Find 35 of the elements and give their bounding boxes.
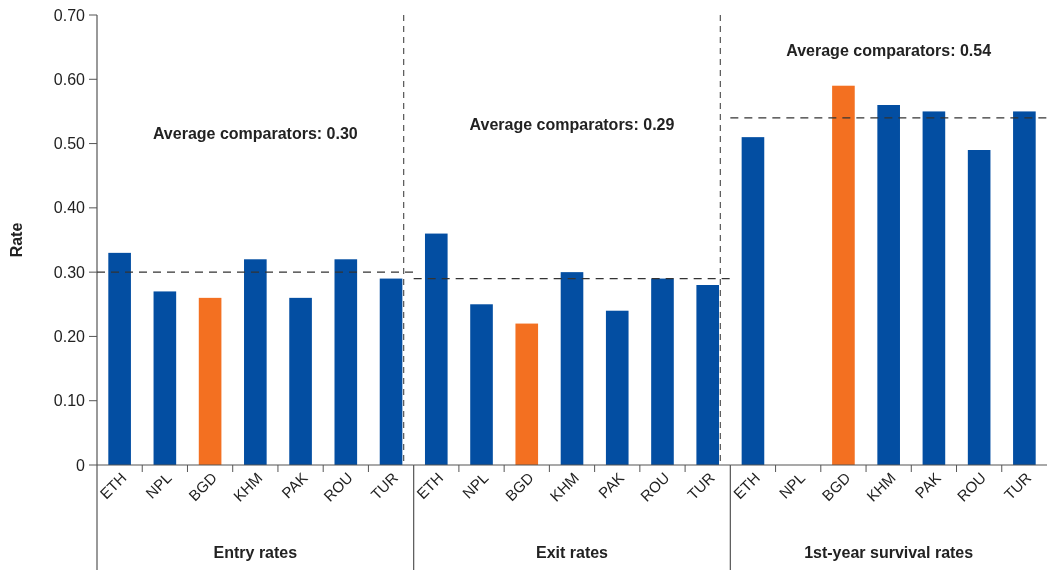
bar xyxy=(198,297,222,465)
x-axis-title: 1st-year survival rates xyxy=(804,544,974,561)
bar xyxy=(515,323,539,465)
bar xyxy=(289,297,312,465)
ref-line-label: Average comparators: 0.29 xyxy=(469,115,675,133)
y-tick-label: 0.60 xyxy=(53,70,86,88)
y-tick-label: 0.10 xyxy=(53,392,86,410)
ref-line-label: Average comparators: 0.54 xyxy=(786,41,992,59)
bar xyxy=(560,272,584,465)
x-axis-title: Entry rates xyxy=(213,544,298,561)
bar xyxy=(424,233,448,465)
bar xyxy=(334,259,358,465)
x-tick-label: TUR xyxy=(1000,468,1035,503)
x-tick-label: NPL xyxy=(142,468,175,502)
bar xyxy=(605,310,629,465)
x-axis-title: Exit rates xyxy=(535,544,609,561)
x-tick-label: NPL xyxy=(775,468,809,502)
y-axis-title: Rate xyxy=(8,222,25,258)
y-tick-label: 0.40 xyxy=(53,199,86,217)
y-tick-label: 0 xyxy=(76,456,86,474)
x-tick-label: NPL xyxy=(458,468,492,502)
x-tick-label: TUR xyxy=(683,468,718,503)
bar xyxy=(651,278,674,465)
bar xyxy=(696,285,720,465)
bar xyxy=(379,278,403,465)
bar xyxy=(470,304,493,465)
x-tick-label: TUR xyxy=(367,468,402,503)
y-tick-label: 0.70 xyxy=(53,6,86,24)
ref-line-label: Average comparators: 0.30 xyxy=(152,125,358,143)
bar xyxy=(244,259,267,465)
y-tick-label: 0.50 xyxy=(53,135,86,153)
y-tick-label: 0.20 xyxy=(53,327,86,345)
y-tick-label: 0.30 xyxy=(53,263,86,281)
bar xyxy=(108,252,131,465)
bar xyxy=(153,291,177,465)
